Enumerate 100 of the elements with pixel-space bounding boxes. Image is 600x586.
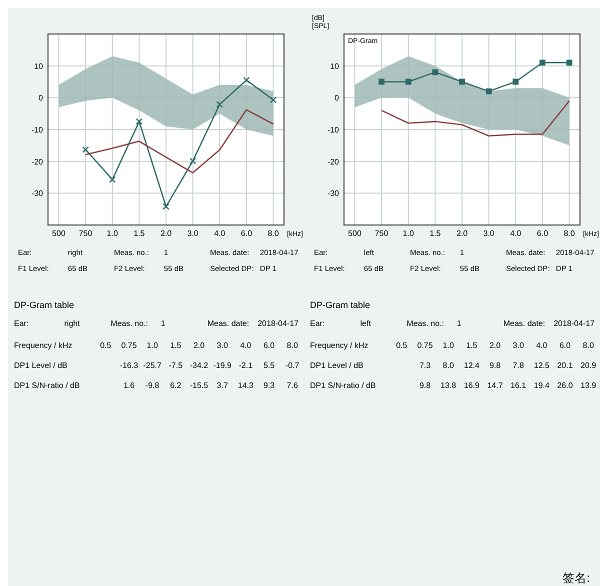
text: 2018-04-17 xyxy=(554,319,596,328)
text: DP-Gram table xyxy=(14,300,74,310)
x-tick-label: 1.0 xyxy=(402,229,414,238)
line-series xyxy=(84,109,274,174)
point xyxy=(216,100,224,108)
point xyxy=(82,146,89,153)
category-label: 3.0 xyxy=(512,341,524,350)
text: 9.3 xyxy=(263,381,275,390)
x-tick-label: 750 xyxy=(78,229,93,238)
text: -0.7 xyxy=(285,361,300,370)
text: Meas. no.: xyxy=(406,319,444,328)
category-label: 8.0 xyxy=(286,341,298,350)
text: 5.5 xyxy=(263,361,275,370)
text: 12.5 xyxy=(534,361,550,370)
y-tick-label: -10 xyxy=(327,126,340,134)
text: -19.9 xyxy=(213,361,232,370)
category-label: 6.0 xyxy=(263,341,276,350)
text: 签名: xyxy=(562,571,590,585)
category-label: DP1 S/N-ratio / dB xyxy=(14,381,80,390)
text: 12.4 xyxy=(464,361,480,370)
x-tick-label: 4.0 xyxy=(214,229,226,238)
text: 1 xyxy=(160,319,166,328)
text: 3.7 xyxy=(216,381,228,390)
text: 6.2 xyxy=(170,381,182,390)
category-label: 8.0 xyxy=(582,341,594,350)
y-tick-label: -20 xyxy=(31,157,44,166)
point xyxy=(189,158,196,164)
text: 16.9 xyxy=(464,381,480,390)
text: Frequency / kHz xyxy=(310,341,368,350)
x-tick-label: 8.0 xyxy=(268,229,280,238)
text: 20.1 xyxy=(557,361,573,370)
x-tick-label: 8.0 xyxy=(564,229,576,238)
category-label: 0.75 xyxy=(121,341,138,350)
point xyxy=(136,118,143,125)
x-tick-label: 3.0 xyxy=(187,229,199,238)
point xyxy=(405,78,412,85)
x-tick-label: 2.0 xyxy=(160,229,172,238)
category-label: 0.75 xyxy=(417,341,434,350)
text: 20.9 xyxy=(580,361,596,370)
text: 8.0 xyxy=(442,361,454,370)
x-tick-label: 4.0 xyxy=(510,229,522,238)
y-tick-label: -30 xyxy=(327,189,340,198)
text: -7.5 xyxy=(168,361,183,370)
text: right xyxy=(64,319,81,328)
text: DP-Gram table xyxy=(310,300,370,310)
point xyxy=(486,88,492,94)
text: 16.1 xyxy=(510,381,526,390)
x-tick-label: 6.0 xyxy=(240,229,253,238)
point xyxy=(270,96,277,104)
y-tick-label: -30 xyxy=(31,189,44,198)
category-label: 2.0 xyxy=(193,341,206,350)
point xyxy=(432,69,438,76)
text: 7.8 xyxy=(512,361,524,370)
text: 14.3 xyxy=(238,381,254,390)
text: Meas. no.: xyxy=(110,319,148,328)
category-label: 1.0 xyxy=(442,341,454,350)
x-tick-label: 500 xyxy=(52,229,66,238)
text: -16.3 xyxy=(120,361,138,370)
text: 9.8 xyxy=(489,361,501,370)
text: 7.6 xyxy=(286,381,298,390)
point xyxy=(108,176,116,183)
text: 2018-04-17 xyxy=(258,319,300,328)
category-label: 4.0 xyxy=(536,341,548,350)
text: -15.5 xyxy=(190,381,208,390)
text: 26.0 xyxy=(557,381,573,390)
y-tick-label: -20 xyxy=(327,157,340,166)
point xyxy=(566,60,572,66)
text: 14.7 xyxy=(487,381,503,390)
x-tick-label: 500 xyxy=(348,229,362,238)
point xyxy=(378,78,384,85)
category-label: 0.5 xyxy=(396,341,408,350)
text: -9.8 xyxy=(145,381,160,390)
text: 1.6 xyxy=(123,381,135,390)
category-label: DP1 S/N-ratio / dB xyxy=(310,381,376,390)
x-tick-label: 6.0 xyxy=(536,229,549,238)
x-tick-label: 2.0 xyxy=(456,229,468,238)
point xyxy=(243,76,250,84)
category-label: 1.0 xyxy=(146,341,158,350)
category-label: 1.5 xyxy=(466,341,478,350)
text: -2.1 xyxy=(238,361,253,370)
text: 9.8 xyxy=(419,381,431,390)
y-tick-label: 0 xyxy=(334,94,340,103)
text: left xyxy=(360,319,372,328)
point xyxy=(512,78,519,85)
point xyxy=(540,60,546,66)
x-tick-label: 1.5 xyxy=(430,229,442,238)
text: Meas. date: xyxy=(503,319,546,328)
text: Frequency / kHz xyxy=(14,341,72,350)
text: Ear: xyxy=(14,319,29,328)
category-label: DP1 Level / dB xyxy=(14,361,68,370)
x-tick-label: 3.0 xyxy=(483,229,495,238)
text: Ear: xyxy=(310,319,325,328)
text: -25.7 xyxy=(143,361,162,370)
category-label: DP1 Level / dB xyxy=(310,361,364,370)
text: 19.4 xyxy=(534,381,550,390)
point xyxy=(162,203,170,210)
text: 13.9 xyxy=(580,381,596,390)
text: 1 xyxy=(456,319,462,328)
point xyxy=(459,78,465,85)
y-tick-label: 10 xyxy=(330,62,340,71)
